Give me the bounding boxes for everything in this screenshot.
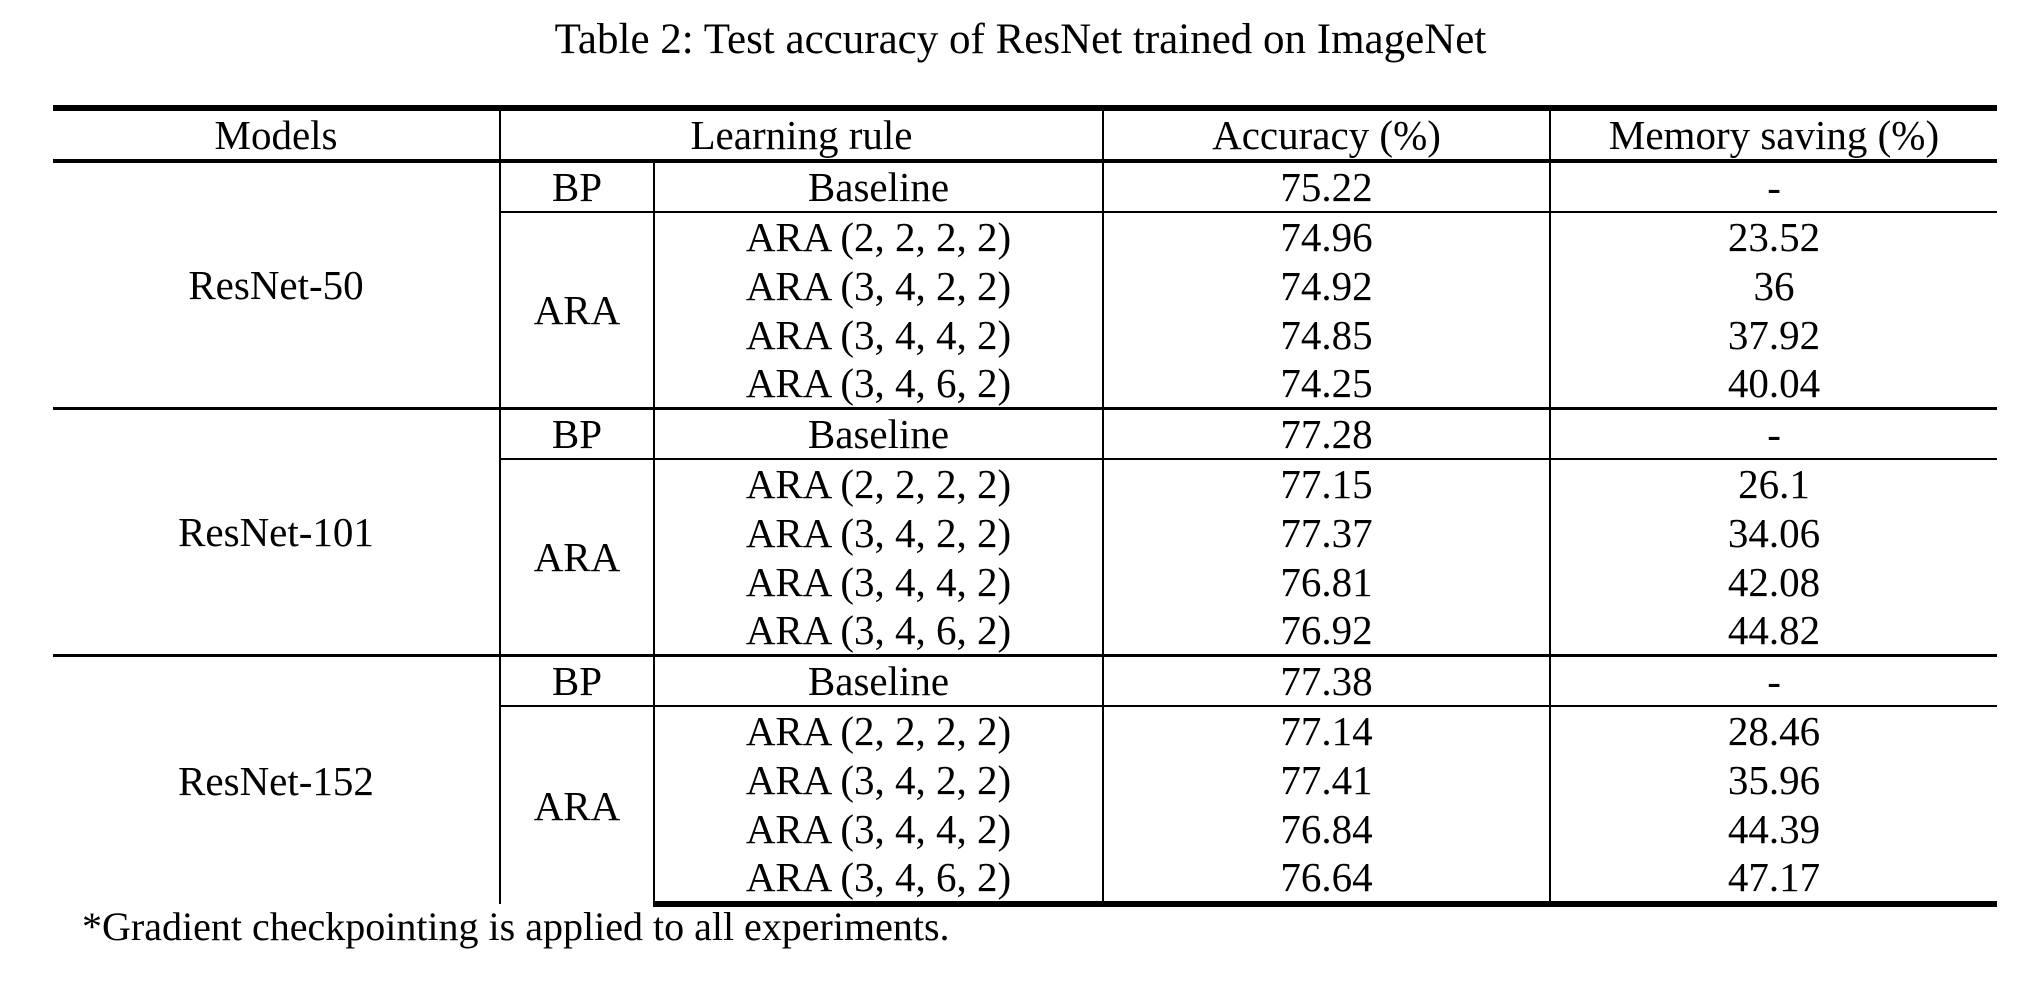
accuracy-cell: 76.84 [1102, 804, 1551, 853]
table-row: ResNet-50 BP Baseline 75.22 - [53, 161, 1998, 308]
memory-cell: 47.17 [1549, 853, 1998, 907]
table-row: ARA (3, 4, 4, 2) 76.84 44.39 [53, 804, 1998, 853]
variant-cell: ARA (3, 4, 2, 2) [652, 508, 1104, 557]
header-row: Models Learning rule Accuracy (%) Memory… [53, 105, 1998, 163]
accuracy-cell: 77.28 [1102, 407, 1551, 460]
variant-cell: Baseline [652, 161, 1104, 213]
table-row: ARA (3, 4, 4, 2) 76.81 42.08 [53, 557, 1998, 606]
memory-cell: 35.96 [1549, 755, 1998, 804]
memory-cell: 40.04 [1549, 359, 1998, 409]
table-row: ResNet-101 BP Baseline 77.28 - [53, 407, 1998, 656]
rule-bp: BP [499, 407, 654, 460]
header-learning-rule: Learning rule [498, 105, 1104, 163]
memory-cell: 34.06 [1549, 508, 1998, 557]
results-table: Models Learning rule Accuracy (%) Memory… [53, 105, 1998, 907]
footnote: *Gradient checkpointing is applied to al… [82, 904, 950, 949]
model-name: ResNet-50 [188, 262, 364, 308]
table-row: ARA (3, 4, 6, 2) 76.64 47.17 [53, 853, 1998, 907]
memory-cell: - [1549, 407, 1998, 460]
accuracy-cell: 76.64 [1102, 853, 1551, 907]
variant-cell: ARA (3, 4, 4, 2) [652, 804, 1104, 853]
table-row: ARA ARA (2, 2, 2, 2) 77.14 28.46 [53, 706, 1998, 904]
memory-cell: - [1549, 654, 1998, 707]
group-resnet-152: ResNet-152 BP Baseline 77.38 - ARA ARA (… [53, 654, 1998, 907]
variant-cell: ARA (3, 4, 6, 2) [652, 359, 1104, 409]
accuracy-cell: 74.85 [1102, 310, 1551, 359]
accuracy-cell: 77.14 [1102, 706, 1551, 755]
memory-cell: 23.52 [1549, 212, 1998, 261]
accuracy-cell: 77.15 [1102, 459, 1551, 508]
rule-bp: BP [499, 654, 654, 707]
group-resnet-50: ResNet-50 BP Baseline 75.22 - ARA ARA (2… [53, 161, 1998, 409]
rule-ara: ARA [499, 706, 654, 904]
memory-cell: - [1549, 161, 1998, 213]
variant-cell: ARA (3, 4, 6, 2) [652, 606, 1104, 656]
variant-cell: ARA (2, 2, 2, 2) [652, 212, 1104, 261]
accuracy-cell: 76.81 [1102, 557, 1551, 606]
accuracy-cell: 74.96 [1102, 212, 1551, 261]
table-row: ARA (3, 4, 2, 2) 77.37 34.06 [53, 508, 1998, 557]
table-row: ARA (3, 4, 2, 2) 74.92 36 [53, 261, 1998, 310]
memory-cell: 36 [1549, 261, 1998, 310]
header-memory-saving: Memory saving (%) [1549, 105, 1998, 163]
model-name: ResNet-101 [53, 407, 500, 656]
table-row: ARA ARA (2, 2, 2, 2) 74.96 23.52 [53, 212, 1998, 409]
table-row: ARA (3, 4, 4, 2) 74.85 37.92 [53, 310, 1998, 359]
accuracy-cell: 74.25 [1102, 359, 1551, 409]
accuracy-cell: 77.38 [1102, 654, 1551, 707]
memory-cell: 44.82 [1549, 606, 1998, 656]
memory-cell: 44.39 [1549, 804, 1998, 853]
table-row: ARA ARA (2, 2, 2, 2) 77.15 26.1 [53, 459, 1998, 656]
variant-cell: ARA (3, 4, 2, 2) [652, 755, 1104, 804]
variant-cell: ARA (3, 4, 6, 2) [652, 853, 1104, 907]
rule-bp: BP [499, 161, 654, 213]
table-row: ARA (3, 4, 2, 2) 77.41 35.96 [53, 755, 1998, 804]
memory-cell: 26.1 [1549, 459, 1998, 508]
variant-cell: ARA (3, 4, 4, 2) [652, 557, 1104, 606]
header-accuracy: Accuracy (%) [1102, 105, 1551, 163]
accuracy-cell: 76.92 [1102, 606, 1551, 656]
table-row: ARA (3, 4, 6, 2) 76.92 44.82 [53, 606, 1998, 656]
table-row: ResNet-152 BP Baseline 77.38 - [53, 654, 1998, 904]
variant-cell: Baseline [652, 407, 1104, 460]
table-row: ARA (3, 4, 6, 2) 74.25 40.04 [53, 359, 1998, 409]
model-name: ResNet-152 [53, 654, 500, 904]
variant-cell: ARA (3, 4, 2, 2) [652, 261, 1104, 310]
table-caption: Table 2: Test accuracy of ResNet trained… [554, 16, 1487, 63]
variant-cell: ARA (2, 2, 2, 2) [652, 706, 1104, 755]
rule-ara: ARA [499, 459, 654, 656]
accuracy-cell: 74.92 [1102, 261, 1551, 310]
memory-cell: 42.08 [1549, 557, 1998, 606]
variant-cell: Baseline [652, 654, 1104, 707]
variant-cell: ARA (3, 4, 4, 2) [652, 310, 1104, 359]
group-resnet-101: ResNet-101 BP Baseline 77.28 - ARA ARA (… [53, 407, 1998, 656]
memory-cell: 37.92 [1549, 310, 1998, 359]
rule-ara: ARA [499, 212, 654, 409]
accuracy-cell: 77.41 [1102, 755, 1551, 804]
memory-cell: 28.46 [1549, 706, 1998, 755]
header-models: Models [53, 105, 500, 163]
variant-cell: ARA (2, 2, 2, 2) [652, 459, 1104, 508]
accuracy-cell: 75.22 [1102, 161, 1551, 213]
accuracy-cell: 77.37 [1102, 508, 1551, 557]
